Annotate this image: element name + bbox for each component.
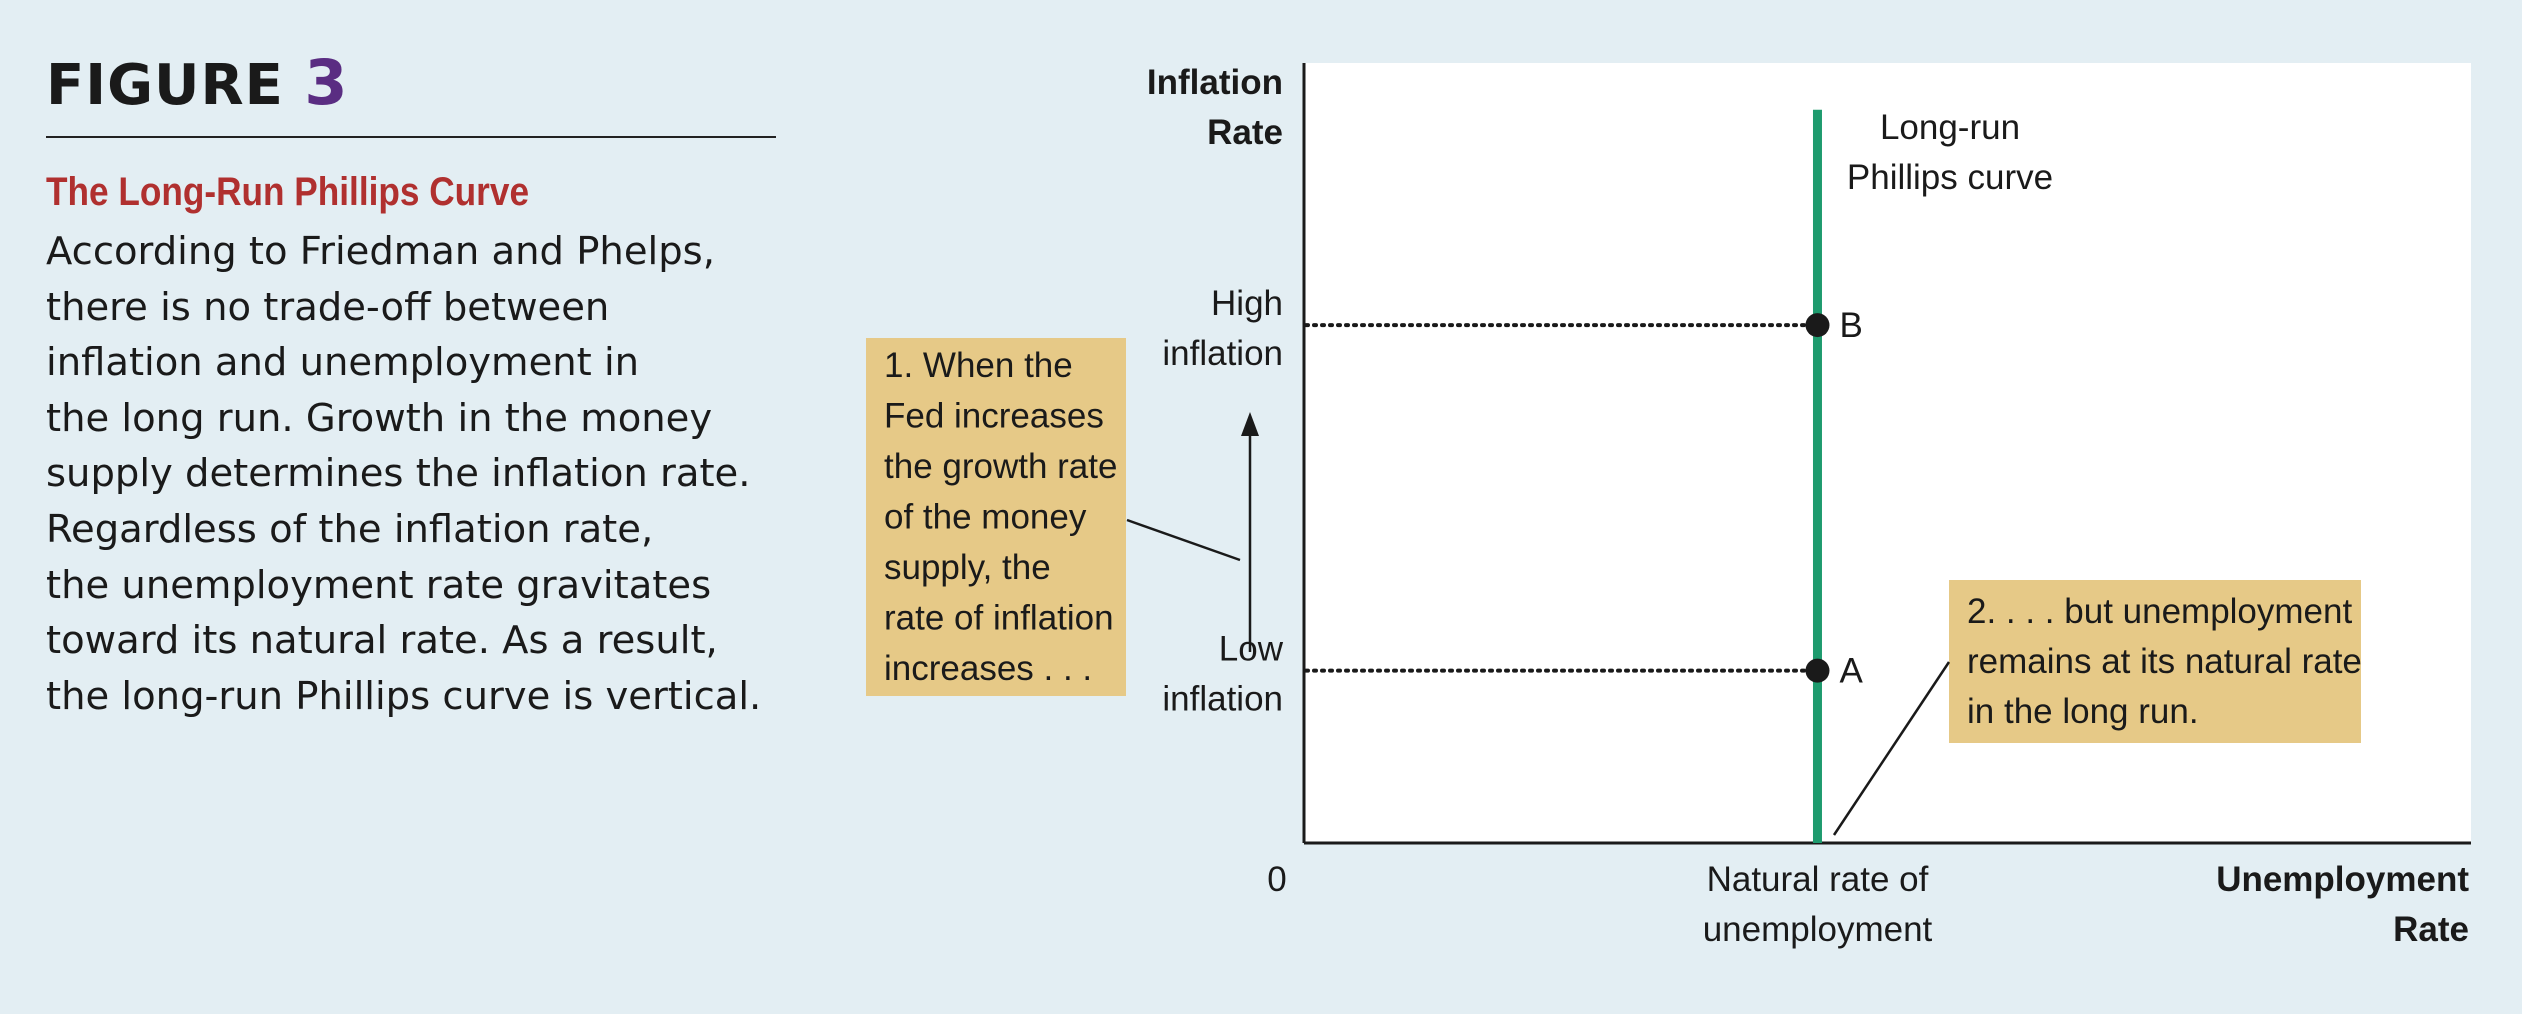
curve-label: Long-run Phillips curve: [1847, 108, 2053, 197]
annotation-text-2: 2. . . . but unemployment remains at its …: [1967, 592, 2362, 731]
figure-number: 3: [304, 46, 349, 119]
point-label-a: A: [1839, 652, 1863, 691]
point-label-b: B: [1839, 306, 1862, 345]
caption-line: toward its natural rate. As a result,: [46, 618, 718, 664]
annotation-box-2: [1949, 580, 2361, 743]
caption-line: Regardless of the inflation rate,: [46, 506, 654, 552]
caption-line: the long run. Growth in the money: [46, 395, 713, 441]
annotation-box-1: [866, 338, 1126, 696]
x-axis-title: Unemployment Rate: [2216, 860, 2469, 949]
caption-body: According to Friedman and Phelps, there …: [46, 224, 816, 724]
annotation-leader-2: [1832, 661, 1951, 836]
figure-divider: [46, 136, 776, 138]
figure-label: FIGURE 3: [46, 52, 349, 114]
annotation-leader-1: [1126, 518, 1241, 562]
point-b: [1805, 313, 1830, 338]
point-a: [1805, 658, 1830, 683]
origin-label: 0: [1267, 860, 1286, 899]
caption-title: The Long-Run Phillips Curve: [46, 170, 530, 214]
caption-line: there is no trade-off between: [46, 284, 610, 330]
caption-line: inflation and unemployment in: [46, 340, 640, 386]
x-tick-label-natural-rate: Natural rate of unemployment: [1703, 860, 1933, 949]
y-tick-label-low: Low inflation: [1162, 630, 1283, 719]
caption-line: supply determines the inflation rate.: [46, 451, 751, 497]
y-axis-title: Inflation Rate: [1147, 63, 1283, 152]
caption-line: the long-run Phillips curve is vertical.: [46, 673, 762, 719]
increase-arrow-head: [1241, 412, 1259, 436]
figure-prefix: FIGURE: [46, 53, 284, 118]
caption-line: the unemployment rate gravitates: [46, 562, 712, 608]
y-tick-label-high: High inflation: [1162, 284, 1283, 373]
caption-line: According to Friedman and Phelps,: [46, 229, 715, 274]
annotation-text-1: 1. When the Fed increases the growth rate o…: [884, 346, 1117, 688]
